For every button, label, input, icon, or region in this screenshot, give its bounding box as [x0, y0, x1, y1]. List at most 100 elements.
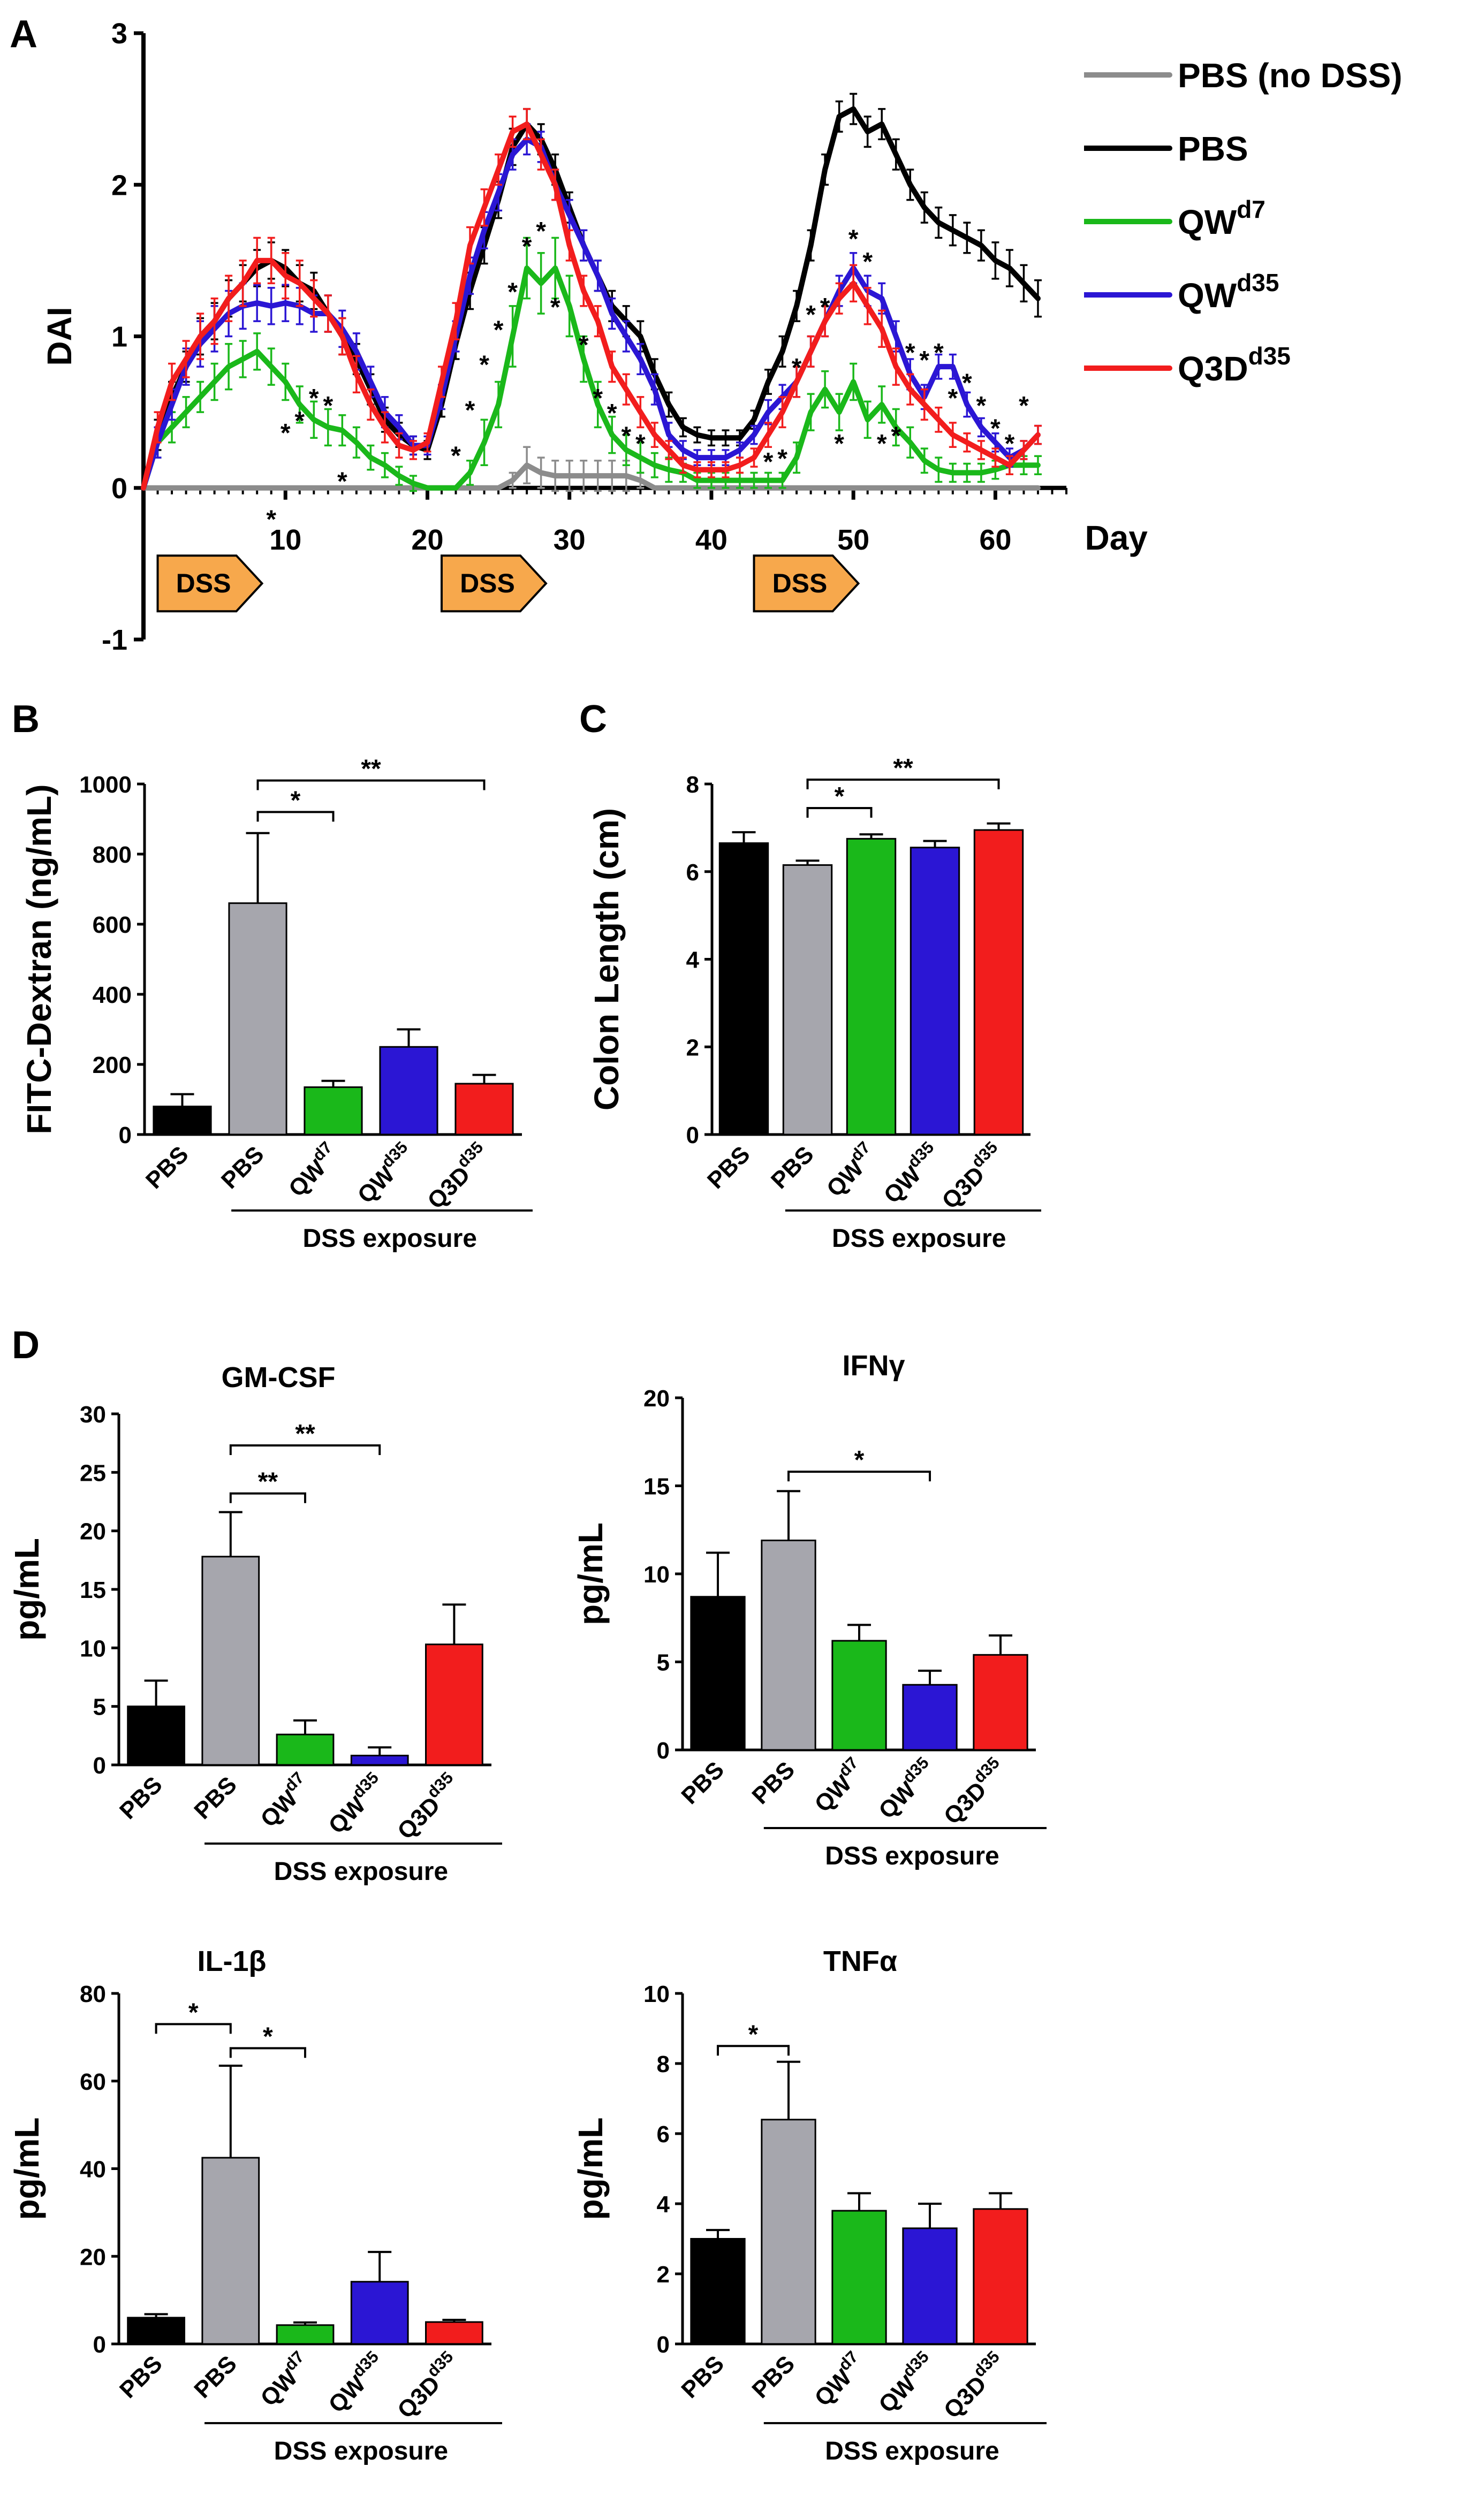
y-tick-label: 20 [80, 2244, 106, 2270]
category-label-text: PBS [747, 2350, 800, 2403]
bar [127, 2317, 185, 2345]
significance-bracket [806, 778, 1000, 789]
group-label: DSS exposure [274, 2437, 448, 2465]
dss-arrow-label: DSS [772, 568, 828, 598]
significance-star: * [976, 392, 987, 420]
chart-title: GM-CSF [222, 1361, 336, 1394]
y-tick-label: 80 [80, 1981, 106, 2007]
bar [718, 842, 769, 1136]
legend-label: Q3Dd35 [1178, 342, 1291, 388]
x-tick-label: 20 [411, 524, 443, 556]
dss-arrow-label: DSS [176, 568, 231, 598]
y-axis-title: Colon Length (cm) [587, 808, 626, 1110]
legend-label-sup: d7 [1237, 195, 1266, 223]
significance-star: * [806, 301, 816, 329]
category-label: QWd7 [818, 1138, 882, 1202]
significance-star: * [494, 316, 504, 344]
legend-marker [1167, 72, 1172, 78]
y-tick-label: 15 [80, 1577, 106, 1603]
bar [425, 1643, 483, 1766]
y-tick-label: 5 [657, 1650, 670, 1676]
y-tick-label: 60 [80, 2069, 106, 2095]
group-label: DSS exposure [832, 1224, 1006, 1253]
chart-title: IFNγ [842, 1350, 905, 1382]
category-label: QWd35 [870, 1753, 941, 1824]
significance-label: * [854, 1446, 865, 1474]
significance-star: * [550, 293, 560, 322]
chart-title: TNFα [823, 1945, 897, 1977]
y-tick-label: 200 [93, 1052, 132, 1078]
y-tick-label: 1 [111, 321, 127, 353]
significance-bracket [256, 811, 335, 822]
significance-star: * [593, 384, 603, 413]
legend-label-sup: d35 [1248, 342, 1291, 370]
bar [350, 1755, 409, 1766]
y-tick-label: 10 [643, 1562, 670, 1588]
legend-label-text: QW [1178, 203, 1237, 241]
bar [153, 1106, 212, 1136]
category-label-text: PBS [747, 1756, 800, 1809]
chart-title: IL-1β [198, 1945, 267, 1977]
bar [973, 1654, 1028, 1751]
significance-star: * [919, 346, 929, 375]
y-tick-label: 0 [657, 1738, 670, 1764]
legend-marker [1167, 146, 1172, 151]
category-label-text: PBS [216, 1141, 269, 1194]
significance-star: * [536, 217, 546, 246]
y-axis-title: FITC-Dextran (ng/mL) [20, 784, 58, 1134]
bar [910, 847, 960, 1136]
bar [690, 2238, 746, 2345]
significance-label: * [748, 2020, 759, 2049]
y-tick-label: 20 [643, 1385, 670, 1412]
dss-arrow [753, 554, 860, 613]
bar [276, 1733, 335, 1766]
y-tick-label: 1000 [79, 772, 132, 798]
significance-star: * [877, 430, 887, 458]
y-tick-label: 20 [80, 1519, 106, 1545]
y-tick-label: 0 [93, 2332, 106, 2358]
group-label: DSS exposure [274, 1857, 448, 1886]
category-label: QWd7 [806, 2347, 870, 2411]
y-tick-label: 25 [80, 1460, 106, 1486]
category-label: QWd35 [875, 1138, 946, 1208]
bar [127, 1706, 185, 1766]
y-axis-title: pg/mL [571, 2118, 610, 2220]
significance-star: * [934, 339, 944, 367]
series-line [141, 106, 1041, 491]
category-label: QWd35 [349, 1138, 420, 1208]
significance-star: * [465, 396, 475, 424]
category-label: PBS [115, 2350, 168, 2403]
bar [304, 1086, 363, 1136]
bar [761, 2119, 816, 2345]
significance-star: * [792, 354, 802, 382]
series-line [141, 462, 1041, 491]
category-label: PBS [702, 1141, 755, 1194]
legend-label-sup: d35 [1237, 269, 1279, 296]
significance-star: * [962, 369, 972, 397]
significance-star: * [579, 331, 589, 360]
x-axis-title: Day [1085, 519, 1148, 557]
y-axis-title: pg/mL [7, 2118, 46, 2220]
significance-star: * [522, 233, 532, 261]
significance-bracket [229, 2047, 306, 2058]
y-axis-title: DAI [40, 307, 79, 366]
category-label: PBS [115, 1771, 168, 1824]
significance-star: * [621, 422, 631, 451]
significance-star: * [862, 248, 873, 276]
y-tick-label: 2 [686, 1034, 699, 1061]
significance-star: * [479, 351, 489, 379]
y-tick-label: 0 [111, 473, 127, 505]
significance-star: * [820, 293, 830, 322]
x-tick-label: 10 [269, 524, 301, 556]
group-label: DSS exposure [825, 1842, 999, 1870]
legend-label: PBS [1178, 130, 1248, 168]
y-tick-label: 15 [643, 1474, 670, 1500]
bar [902, 2227, 958, 2345]
y-axis-title: pg/mL [7, 1538, 46, 1641]
